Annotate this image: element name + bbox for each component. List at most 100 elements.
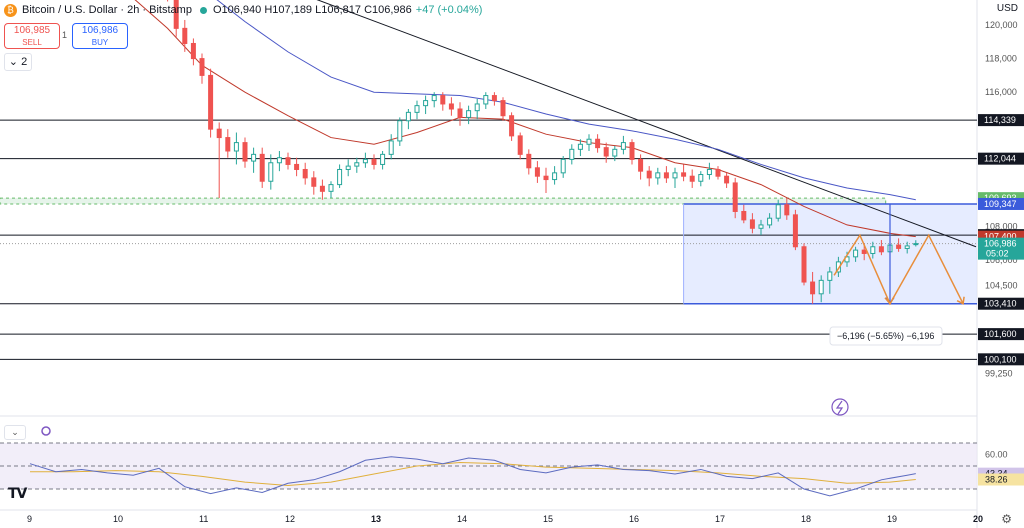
candle-body bbox=[827, 271, 833, 281]
chevron-down-icon: ⌄ bbox=[8, 56, 19, 68]
currency-label[interactable]: USD bbox=[996, 3, 1018, 14]
time-axis-tick: 11 bbox=[199, 514, 208, 524]
time-axis-tick: 17 bbox=[715, 514, 725, 524]
rsi-band bbox=[0, 443, 977, 489]
candle-body bbox=[259, 153, 265, 182]
candle-body bbox=[560, 158, 566, 174]
time-axis-tick: 12 bbox=[285, 514, 295, 524]
price-axis-tick: 104,500 bbox=[985, 280, 1018, 290]
candle-body bbox=[457, 108, 463, 118]
candle-body bbox=[603, 147, 609, 157]
candle-body bbox=[569, 148, 575, 160]
rsi-settings-icon[interactable] bbox=[41, 426, 51, 436]
measure-label-box bbox=[829, 326, 943, 346]
chart-header: ₿ Bitcoin / U.S. Dollar · 2h · Bitstamp … bbox=[4, 2, 482, 18]
candle-body bbox=[534, 167, 540, 177]
level-price-label: 114,339 bbox=[984, 115, 1016, 125]
candle-body bbox=[552, 172, 558, 181]
candle-body bbox=[767, 217, 773, 226]
candle-body bbox=[431, 95, 437, 102]
candle-body bbox=[586, 138, 592, 145]
indicator-count: 2 bbox=[21, 56, 28, 68]
market-status-icon bbox=[199, 6, 207, 14]
candle-body bbox=[405, 111, 411, 122]
level-price-badge bbox=[978, 114, 1024, 127]
candle-body bbox=[216, 128, 222, 139]
candle-body bbox=[242, 142, 248, 162]
candle-body bbox=[801, 246, 807, 283]
candle-body bbox=[182, 27, 188, 44]
projection-arrow-head bbox=[884, 296, 895, 306]
candle-body bbox=[715, 168, 721, 177]
candle-body bbox=[466, 110, 472, 118]
candle-body bbox=[354, 162, 360, 167]
sell-label: SELL bbox=[22, 38, 42, 47]
candle-body bbox=[414, 105, 420, 113]
candle-body bbox=[706, 168, 712, 176]
candle-body bbox=[784, 204, 790, 216]
lightning-icon[interactable] bbox=[831, 398, 849, 416]
sell-button[interactable]: 106,985 SELL bbox=[4, 23, 60, 49]
candle-body bbox=[208, 74, 214, 130]
level-price-badge bbox=[978, 152, 1024, 165]
level-price-badge bbox=[978, 353, 1024, 366]
candle-body bbox=[749, 219, 755, 229]
price-axis-tick: 118,000 bbox=[985, 54, 1017, 64]
candle-body bbox=[620, 142, 626, 150]
candle-body bbox=[655, 172, 661, 179]
candle-body bbox=[500, 100, 506, 117]
price-badge bbox=[978, 197, 1024, 210]
buy-button[interactable]: 106,986 BUY bbox=[72, 23, 128, 49]
price-axis-tick: 116,000 bbox=[985, 87, 1017, 97]
price-axis-tick: 108,000 bbox=[985, 222, 1018, 232]
candle-body bbox=[319, 185, 325, 192]
candle-body bbox=[818, 279, 824, 295]
candle-body bbox=[448, 103, 454, 110]
candle-body bbox=[483, 95, 489, 105]
time-axis-tick: 15 bbox=[543, 514, 553, 524]
buy-price: 106,986 bbox=[81, 25, 119, 36]
time-axis-tick: 16 bbox=[629, 514, 639, 524]
symbol-title[interactable]: Bitcoin / U.S. Dollar · 2h · Bitstamp bbox=[22, 4, 192, 16]
time-axis-tick: 14 bbox=[457, 514, 467, 524]
time-axis-tick: 13 bbox=[371, 514, 381, 524]
time-axis-tick: 10 bbox=[113, 514, 123, 524]
candle-body bbox=[775, 204, 781, 219]
lightning-icon-bolt bbox=[835, 400, 844, 415]
price-badge-label: 106,986 bbox=[984, 239, 1017, 249]
candle-body bbox=[362, 158, 368, 164]
candle-body bbox=[543, 175, 549, 181]
rsi-collapse-button[interactable]: ⌄ bbox=[4, 425, 26, 440]
buy-label: BUY bbox=[91, 38, 109, 47]
candle-body bbox=[233, 142, 239, 152]
candle-body bbox=[225, 137, 231, 152]
indicators-toggle-button[interactable]: ⌄ 2 bbox=[4, 53, 32, 71]
tradingview-logo[interactable]: TV bbox=[8, 486, 27, 502]
price-badge-label: 109,347 bbox=[984, 199, 1017, 209]
candle-body bbox=[302, 168, 308, 179]
level-price-badge bbox=[978, 297, 1024, 310]
candle-body bbox=[741, 210, 747, 221]
candle-body bbox=[663, 172, 669, 179]
candle-body bbox=[904, 245, 910, 249]
level-price-label: 103,410 bbox=[984, 299, 1017, 309]
candle-body bbox=[724, 175, 730, 184]
rsi-ma-label: 38.26 bbox=[985, 475, 1008, 485]
candle-body bbox=[681, 172, 687, 177]
ema-slow-line bbox=[216, 0, 916, 201]
candle-body bbox=[577, 143, 583, 150]
candle-body bbox=[861, 249, 867, 254]
candle-body bbox=[294, 163, 300, 170]
gear-icon[interactable]: ⚙ bbox=[1001, 512, 1012, 526]
rsi-line bbox=[29, 456, 916, 497]
candle-body bbox=[870, 246, 876, 254]
candle-body bbox=[732, 182, 738, 212]
projection-arrow-head bbox=[956, 296, 965, 305]
level-price-badge bbox=[978, 328, 1024, 341]
candle-body bbox=[526, 153, 532, 169]
candle-body bbox=[474, 103, 480, 112]
candle-body bbox=[337, 168, 343, 186]
candle-body bbox=[251, 153, 257, 162]
candle-body bbox=[440, 95, 446, 105]
